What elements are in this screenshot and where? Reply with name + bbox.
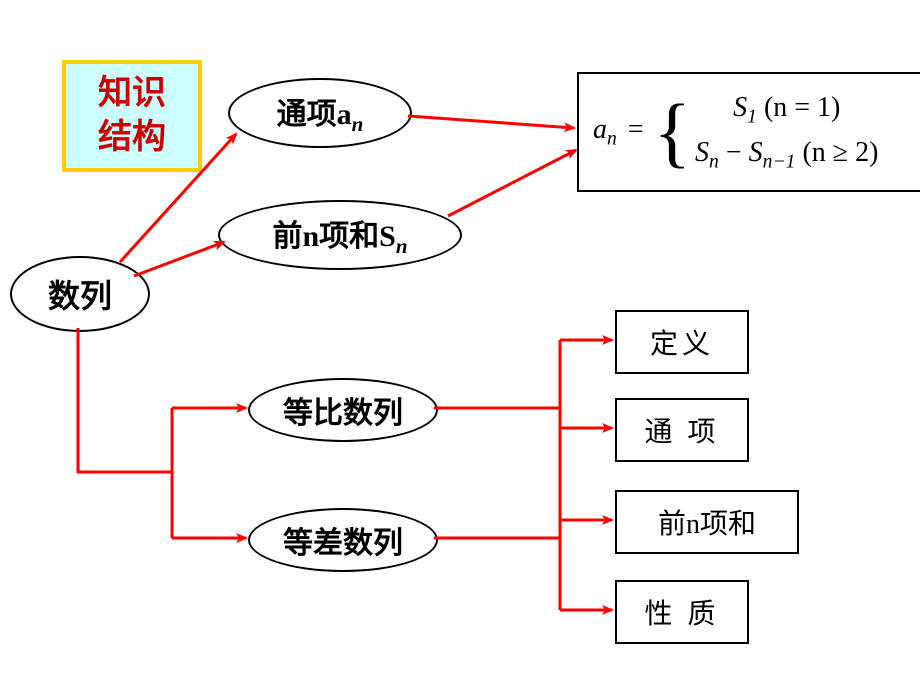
node-sum: 前n项和Sn xyxy=(218,200,462,270)
node-arithmetic: 等差数列 xyxy=(248,508,438,572)
title-line1: 知识 xyxy=(72,72,192,116)
prop-general-term: 通 项 xyxy=(615,398,749,462)
prop-definition: 定义 xyxy=(615,310,749,374)
geo-label: 等比数列 xyxy=(283,388,403,432)
brace: { xyxy=(654,97,691,167)
n1-label: 通项an xyxy=(277,89,364,137)
node-geometric: 等比数列 xyxy=(248,378,438,442)
formula-cases: S1 (n = 1) Sn − Sn−1 (n ≥ 2) xyxy=(695,87,878,177)
prop-sum: 前n项和 xyxy=(615,490,799,554)
formula-box: an = { S1 (n = 1) Sn − Sn−1 (n ≥ 2) xyxy=(577,72,920,192)
formula-row2: Sn − Sn−1 (n ≥ 2) xyxy=(695,132,878,177)
node-general-term: 通项an xyxy=(228,78,412,148)
prop-property: 性 质 xyxy=(615,580,749,644)
formula-lhs: an = xyxy=(593,114,648,151)
node-root: 数列 xyxy=(10,256,150,332)
root-label: 数列 xyxy=(48,271,112,317)
title-box: 知识 结构 xyxy=(62,60,202,172)
arith-label: 等差数列 xyxy=(283,518,403,562)
formula-row1: S1 (n = 1) xyxy=(695,87,878,132)
n2-label: 前n项和Sn xyxy=(272,211,407,259)
title-line2: 结构 xyxy=(72,116,192,160)
